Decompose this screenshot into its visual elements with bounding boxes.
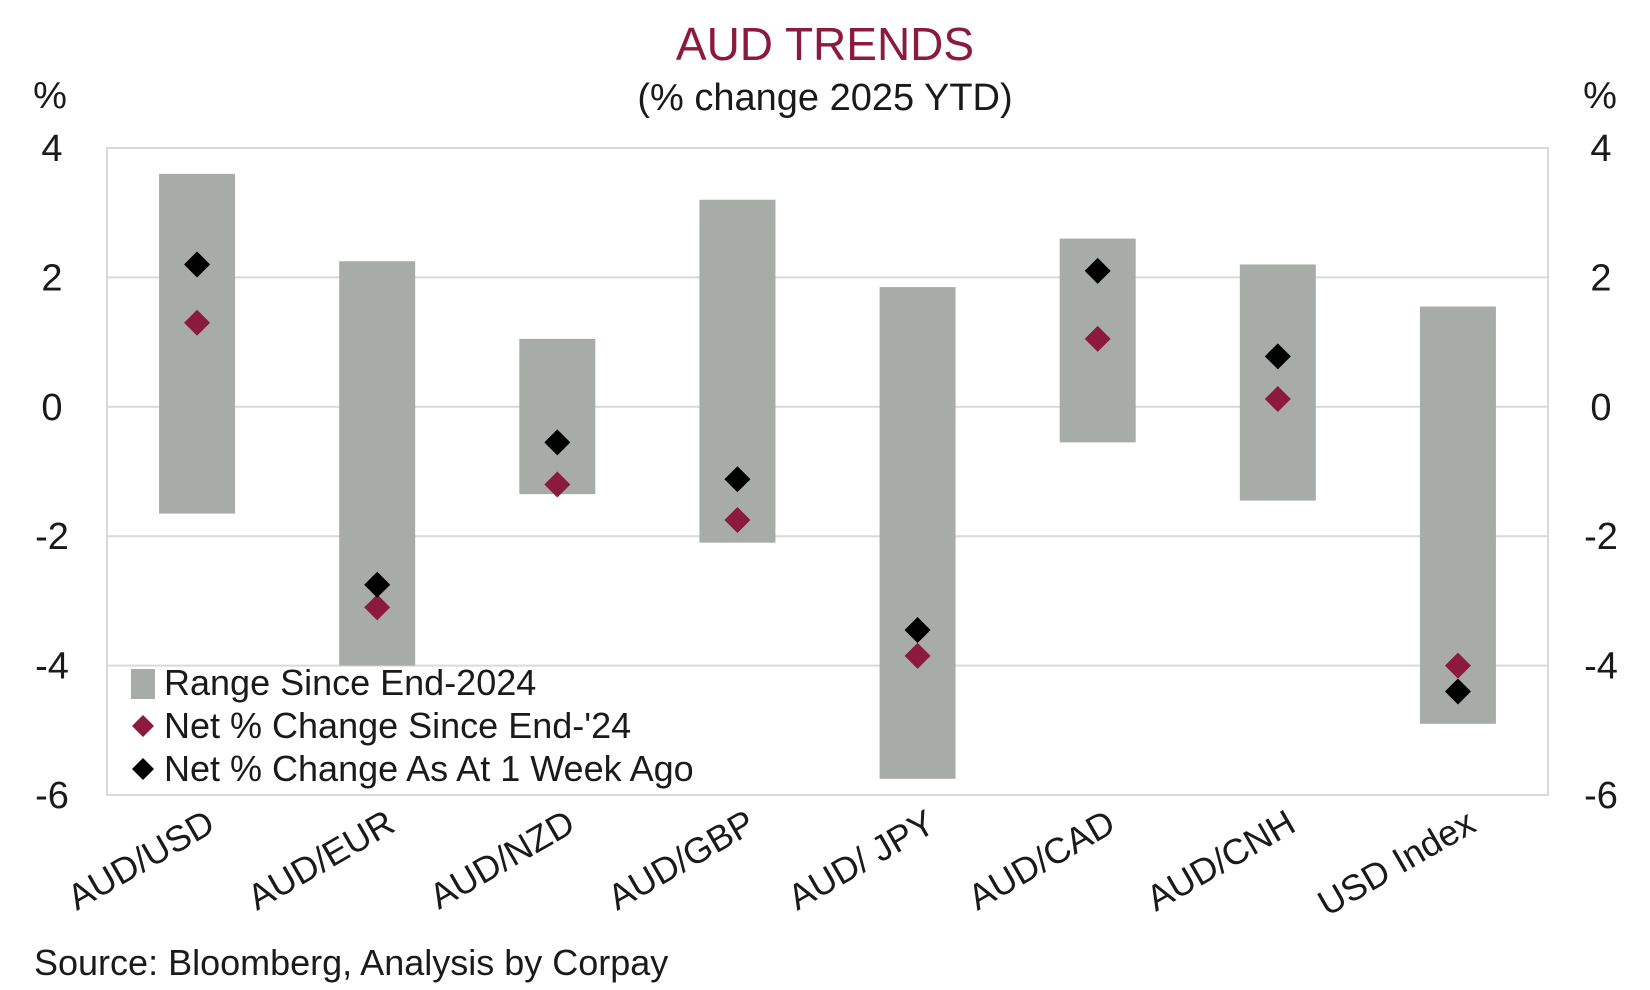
source-note: Source: Bloomberg, Analysis by Corpay bbox=[34, 942, 668, 983]
x-category-label: AUD/CNH bbox=[1139, 801, 1302, 919]
week-ago-marker bbox=[184, 251, 211, 278]
legend-label: Range Since End-2024 bbox=[164, 662, 536, 703]
week-ago-marker bbox=[1084, 257, 1111, 284]
right-axis-unit: % bbox=[1583, 75, 1617, 117]
range-bar bbox=[879, 287, 956, 779]
y-tick-label-right: 2 bbox=[1590, 257, 1611, 299]
week-ago-marker bbox=[1444, 678, 1471, 705]
range-bar bbox=[1239, 264, 1316, 501]
y-tick-label-right: 4 bbox=[1590, 128, 1611, 170]
legend-swatch-week bbox=[132, 758, 154, 780]
legend-swatch-net bbox=[132, 715, 154, 737]
plot-frame bbox=[106, 147, 1549, 796]
x-category-label: AUD/CAD bbox=[961, 801, 1122, 918]
net-change-marker bbox=[1444, 652, 1471, 679]
net-change-marker bbox=[364, 594, 391, 621]
legend-label: Net % Change As At 1 Week Ago bbox=[164, 748, 694, 789]
x-category-label: AUD/GBP bbox=[601, 801, 762, 918]
chart-subtitle: (% change 2025 YTD) bbox=[637, 77, 1012, 119]
week-ago-marker bbox=[364, 571, 391, 598]
net-change-marker bbox=[904, 642, 931, 669]
x-category-label: AUD/EUR bbox=[240, 801, 401, 918]
net-change-marker bbox=[724, 507, 751, 534]
y-tick-label-left: -4 bbox=[35, 646, 69, 688]
week-ago-marker bbox=[544, 429, 571, 456]
net-change-marker bbox=[1264, 386, 1291, 413]
y-tick-label-right: -4 bbox=[1584, 646, 1618, 688]
range-bar bbox=[519, 338, 596, 495]
y-tick-label-left: -2 bbox=[35, 516, 69, 558]
chart-title: AUD TRENDS bbox=[676, 18, 974, 70]
y-tick-label-left: -6 bbox=[35, 775, 69, 817]
week-ago-marker bbox=[724, 466, 751, 493]
y-tick-label-right: -2 bbox=[1584, 516, 1618, 558]
x-category-label: AUD/NZD bbox=[422, 801, 581, 917]
x-category-label: AUD/USD bbox=[60, 801, 221, 918]
legend-label: Net % Change Since End-'24 bbox=[164, 705, 631, 746]
week-ago-marker bbox=[1264, 343, 1291, 370]
y-tick-label-left: 4 bbox=[41, 128, 62, 170]
week-ago-marker bbox=[904, 617, 931, 644]
y-tick-label-left: 2 bbox=[41, 257, 62, 299]
net-change-marker bbox=[544, 471, 571, 498]
left-axis-unit: % bbox=[33, 75, 67, 117]
net-change-marker bbox=[1084, 325, 1111, 352]
y-tick-label-right: -6 bbox=[1584, 775, 1618, 817]
net-change-marker bbox=[184, 309, 211, 336]
range-bar bbox=[159, 173, 236, 514]
x-category-label: USD Index bbox=[1311, 801, 1482, 924]
x-category-label: AUD/ JPY bbox=[781, 801, 942, 918]
y-tick-label-left: 0 bbox=[41, 387, 62, 429]
legend-swatch-range bbox=[131, 669, 155, 699]
y-tick-label-right: 0 bbox=[1590, 387, 1611, 429]
